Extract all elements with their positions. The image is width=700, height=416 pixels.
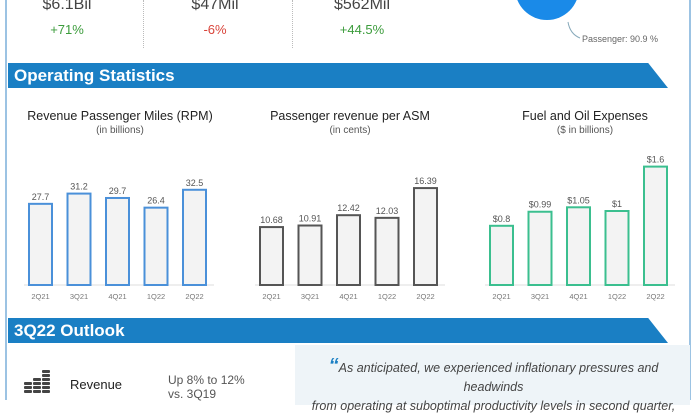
section-header-operating: Operating Statistics [8, 63, 668, 88]
bar [643, 165, 668, 287]
tick-label: 2Q21 [262, 292, 280, 301]
data-label: 29.7 [109, 186, 127, 196]
chart-title: Revenue Passenger Miles (RPM) [27, 109, 213, 123]
tick-label: 3Q21 [531, 292, 549, 301]
bar [143, 206, 169, 286]
bar [604, 210, 630, 286]
chart-title: Passenger revenue per ASM [270, 109, 430, 123]
divider [292, 0, 293, 48]
kpi-value: $47Mil [191, 0, 239, 13]
data-label: $1.6 [647, 155, 665, 165]
data-label: 10.68 [260, 215, 283, 225]
data-label: 12.42 [337, 203, 360, 213]
bar [28, 202, 53, 287]
tick-label: 3Q21 [70, 292, 88, 301]
data-label: $1.05 [567, 195, 590, 205]
data-label: 26.4 [147, 196, 165, 206]
kpi-value: $6.1Bil [42, 0, 92, 13]
chart-subtitle: (in billions) [96, 125, 144, 136]
bar [259, 226, 284, 286]
data-label: 27.7 [32, 192, 50, 202]
data-label: 16.39 [414, 176, 437, 186]
bar [297, 224, 323, 286]
tick-label: 1Q22 [608, 292, 626, 301]
quote-box: “As anticipated, we experienced inflatio… [295, 345, 690, 413]
quote-line: As anticipated, we experienced inflation… [338, 361, 659, 394]
tick-label: 4Q21 [108, 292, 126, 301]
data-label: $1 [612, 199, 622, 209]
data-label: $0.99 [529, 200, 552, 210]
data-label: 31.2 [70, 182, 88, 192]
pie-label: Passenger: 90.9 % [582, 34, 659, 44]
kpi-value: $562Mil [333, 0, 391, 13]
data-label: 10.91 [299, 214, 322, 224]
outlook-value: Up 8% to 12% [168, 373, 245, 387]
pie-slice-passenger [517, 0, 577, 20]
tick-label: 2Q21 [492, 292, 510, 301]
bar [66, 192, 92, 286]
bar [413, 187, 438, 286]
bar [336, 214, 361, 286]
infographic-frame [5, 0, 691, 400]
data-label: 12.03 [376, 206, 399, 216]
outlook-comparison: vs. 3Q19 [168, 387, 217, 401]
divider [143, 0, 144, 48]
tick-label: 2Q21 [31, 292, 49, 301]
bar [105, 196, 130, 287]
tick-label: 3Q21 [301, 292, 319, 301]
kpi-change: +44.5% [339, 22, 385, 37]
pra-chart: 10.68 2Q21 10.91 3Q21 12.42 4Q21 12.03 1Q22 16.3… [255, 176, 445, 301]
tick-label: 1Q22 [147, 292, 165, 301]
bar [182, 188, 207, 286]
tick-label: 1Q22 [378, 292, 396, 301]
chart-subtitle: ($ in billions) [556, 125, 614, 136]
rpm-chart: 27.7 2Q21 31.2 3Q21 29.7 4Q21 26.4 1Q22 32.5 2Q22 [24, 178, 214, 301]
section-header-outlook: 3Q22 Outlook [8, 318, 668, 343]
kpi-change: +71% [50, 22, 84, 37]
quote-mark-icon: “ [328, 355, 339, 377]
pie-chart [517, 0, 581, 39]
tick-label: 4Q21 [339, 292, 357, 301]
tick-label: 2Q22 [646, 292, 664, 301]
chart-title: Fuel and Oil Expenses [522, 109, 648, 123]
bar [489, 224, 514, 287]
bar [566, 206, 591, 286]
coins-icon [24, 370, 50, 393]
kpi-change: -6% [203, 22, 227, 37]
tick-label: 2Q22 [416, 292, 434, 301]
bar [374, 216, 400, 286]
data-label: $0.8 [493, 214, 511, 224]
outlook-metric: Revenue [70, 377, 123, 392]
chart-subtitle: (in cents) [329, 125, 371, 136]
fuel-chart: $0.8 2Q21 $0.99 3Q21 $1.05 4Q21 $1 1Q22 $1.6 2Q22 [485, 155, 675, 301]
tick-label: 4Q21 [569, 292, 587, 301]
bar [527, 210, 553, 287]
data-label: 32.5 [186, 178, 204, 188]
tick-label: 2Q22 [185, 292, 203, 301]
